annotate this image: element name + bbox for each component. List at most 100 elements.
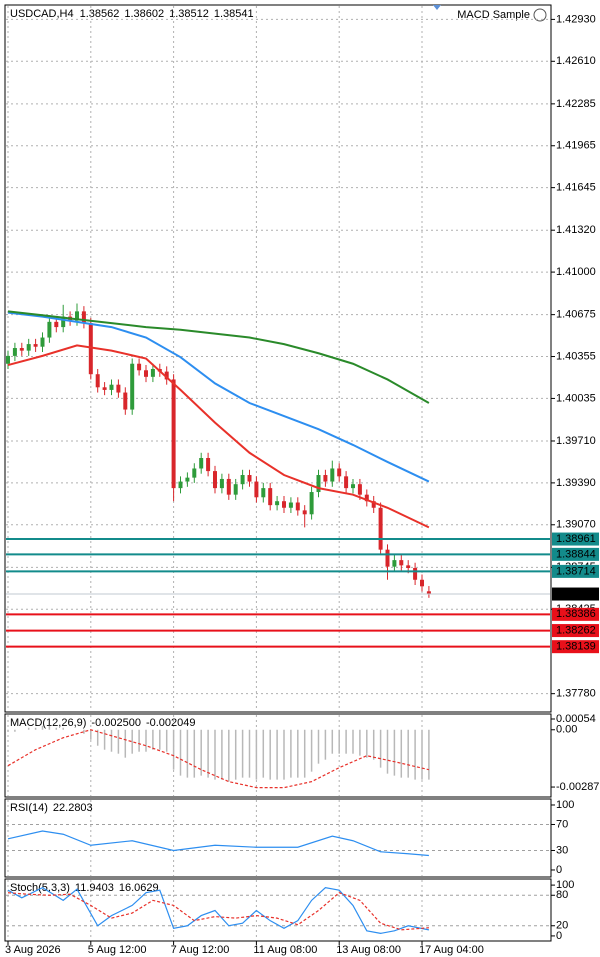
candle-body [12,348,17,356]
candle-body [247,475,252,482]
y-tick-label: 1.37780 [556,688,596,700]
candle-body [164,371,169,380]
candle-body [116,384,121,393]
y-tick-label: 20 [556,920,568,932]
y-tick-label: 1.39070 [556,519,596,531]
candle-body [144,370,148,377]
y-tick-label: 1.42285 [556,98,596,110]
candle-body [282,501,286,508]
candle-body [420,579,424,587]
candle-body [399,560,404,566]
candle-body [199,458,204,469]
indicator-line [7,729,430,789]
y-tick-label: 80 [556,889,568,901]
x-tick-label: 7 Aug 12:00 [171,944,230,956]
candle-body [137,363,142,371]
candle-body [33,344,38,347]
candle-body [81,311,86,324]
shift-marker [433,5,441,10]
x-tick-label: 13 Aug 08:00 [336,944,401,956]
candle-body [109,384,114,390]
candle-body [413,567,418,580]
candle-body [40,337,45,347]
level-label: 1.38139 [556,641,596,653]
candle-body [61,316,66,328]
stoch-panel [4,878,552,942]
candle-body [385,549,390,567]
candle-body [302,510,307,515]
indicator-name: Stoch(5,3,3) [10,882,70,894]
level-label: 1.38961 [556,533,596,545]
y-tick-label: 1.40675 [556,309,596,321]
level-label: 1.38262 [556,624,596,636]
symbol: USDCAD,H4 [10,8,74,20]
candle-body [192,468,197,478]
candle-body [371,501,376,508]
indicator-line [7,311,430,483]
candle-body [357,484,362,495]
candle-body [426,591,431,595]
x-tick-label: 11 Aug 08:00 [253,944,317,956]
candle-body [95,374,100,388]
y-tick-label: 1.42930 [556,13,596,25]
candle-body [150,368,155,377]
candle-body [330,468,335,482]
x-tick-label: 5 Aug 12:00 [88,944,147,956]
indicator-line [7,344,430,529]
y-tick-label: 0.00054 [556,713,596,725]
y-tick-label: 0.00 [556,724,577,736]
indicator-readout: 11.9403 [75,882,114,894]
low-readout: 1.38512 [169,8,209,20]
y-tick-label: 1.42610 [556,55,596,67]
level-label-box [552,624,599,638]
candle-body [213,471,217,489]
indicator-line [7,892,429,931]
y-tick-label: 1.41320 [556,224,596,236]
candle-body [378,507,383,550]
price-label: 1.38541 [556,588,596,600]
main-panel [4,4,552,713]
candle-body [233,484,238,495]
x-tick-label: 17 Aug 04:00 [419,944,484,956]
y-tick-label: 1.40355 [556,350,596,362]
level-label-box [552,640,599,654]
candle-body [47,321,52,338]
open-readout: 1.38562 [80,8,120,20]
candle-body [337,468,342,477]
indicator-line [7,310,430,404]
indicator-readout: 16.0629 [119,882,159,894]
candle-body [309,492,314,515]
indicator-name: MACD(12,26,9) [10,717,86,729]
candle-body [364,494,369,502]
candle-body [88,323,93,375]
indicator-readout: -0.002049 [146,717,196,729]
candle-body [226,478,231,495]
candle-body [130,363,135,410]
level-label: 1.38386 [556,608,596,620]
indicator-line [7,886,430,934]
level-label-box [552,564,599,578]
candle-body [275,501,280,506]
y-tick-label: 1.41000 [556,266,596,278]
candle-body [351,484,355,489]
rsi-panel [4,798,552,878]
candle-body [178,481,183,489]
candle-body [54,321,59,328]
candle-body [406,565,411,568]
y-tick-label: 0 [556,930,562,942]
close-readout: 1.38541 [214,8,254,20]
y-tick-label: 1.41645 [556,182,596,194]
indicator-label: Stoch(5,3,3) 11.9403 16.0629 [10,882,159,894]
candle-body [26,344,31,351]
y-tick-label: 1.39710 [556,435,596,447]
candle-body [316,475,321,493]
candle-body [240,475,245,485]
level-label: 1.38844 [556,548,596,560]
candle-body [344,476,349,489]
x-tick-label: 3 Aug 2026 [5,944,61,956]
candle-body [123,392,128,410]
y-tick-label: 1.40035 [556,392,596,404]
candle-body [19,348,24,351]
expert-icon [533,8,547,22]
